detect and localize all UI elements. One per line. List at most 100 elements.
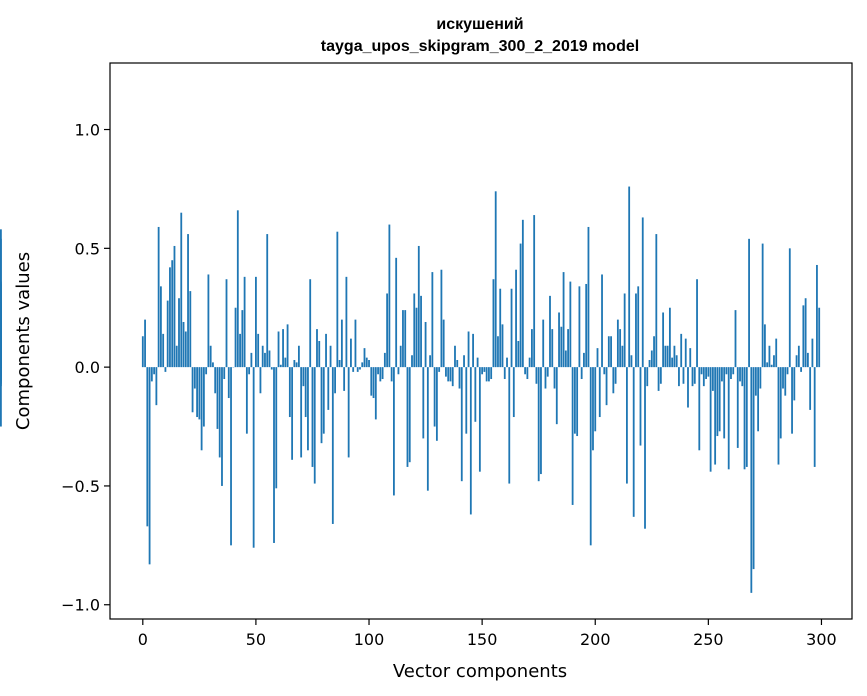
bar-67 [293,360,296,368]
bar-286 [788,248,791,368]
x-tick-label: 0 [138,630,148,649]
bar-198 [589,367,592,546]
bar-171 [528,357,531,368]
bar-251 [709,367,712,472]
bar-238 [680,333,683,368]
bar-131 [438,367,441,372]
bar-270 [752,367,755,570]
bar-183 [555,367,558,425]
bar-247 [700,367,703,375]
bar-252 [711,367,714,391]
bar-236 [675,355,678,368]
bar-164 [512,367,515,418]
bar-34 [218,367,221,458]
bar-206 [607,336,610,368]
bar-185 [560,326,563,368]
bar-234 [671,357,674,368]
bar-204 [603,367,606,375]
bar-128 [431,272,434,368]
bar-113 [397,367,400,375]
bar-56 [268,350,271,368]
bar-230 [662,312,665,368]
x-tick-label: 300 [806,630,837,649]
bar-31 [212,362,214,368]
bar-235 [673,345,676,368]
bar-22 [191,367,194,413]
bar-284 [784,367,787,396]
bar-274 [761,243,764,368]
bar-280 [775,338,778,368]
bar-275 [764,324,766,368]
bar-68 [295,362,298,368]
bar-44 [241,310,244,368]
bar-212 [621,345,624,368]
bar-47 [248,367,251,375]
bar-119 [411,355,413,368]
y-tick-label: 0.5 [75,239,100,258]
y-axis-label: Components values [13,252,34,430]
bar-117 [406,367,409,467]
bar-46 [245,367,248,434]
bar-213 [623,293,626,368]
bar-129 [433,367,436,427]
bar-61 [279,364,282,368]
bar-21 [189,291,192,368]
bar-76 [313,367,316,484]
bar-3 [148,367,151,565]
bar-271 [754,367,757,396]
bar-172 [530,329,533,368]
chart-title: искушений [436,16,523,33]
bar-146 [472,333,474,368]
bar-undefined [0,341,2,368]
bar-277 [768,345,771,368]
bar-52 [259,367,262,394]
bar-261 [732,367,735,375]
bar-227 [655,234,658,368]
bar-153 [488,367,490,382]
bar-93 [352,367,355,372]
bar-141 [460,367,463,482]
bar-23 [193,367,196,389]
bar-123 [420,295,422,368]
bar-150 [481,367,484,375]
bar-107 [383,352,386,368]
bar-229 [659,367,662,384]
bar-42 [236,210,239,368]
bar-208 [612,367,615,394]
bar-132 [440,269,443,368]
bar-186 [562,272,565,368]
bar-157 [497,336,499,368]
bar-257 [723,367,726,439]
bar-221 [641,217,644,368]
bar-127 [429,355,432,368]
x-tick-label: 200 [580,630,611,649]
bar-242 [689,348,692,368]
bar-32 [214,367,217,394]
bar-43 [239,333,241,368]
bar-100 [368,360,370,368]
bar-105 [379,367,382,382]
bar-70 [300,367,303,458]
bar-166 [517,341,520,368]
bar-239 [682,367,685,384]
bar-244 [693,367,696,384]
x-tick-label: 100 [354,630,385,649]
y-tick-label: 1.0 [75,121,100,140]
bar-57 [270,367,273,370]
bar-278 [770,364,773,368]
bar-297 [813,367,816,467]
bar-228 [657,367,660,391]
bar-2 [146,367,149,527]
bar-96 [359,367,361,370]
bar-12 [169,267,171,368]
bar-73 [307,367,309,451]
x-tick-label: 50 [246,630,266,649]
bar-194 [580,367,583,380]
bar-112 [395,257,398,368]
bar-137 [451,367,454,387]
bar-154 [490,367,493,380]
y-tick-label: 0.0 [75,358,100,377]
bar-178 [544,367,547,389]
bar-118 [408,367,411,463]
bar-298 [816,264,818,368]
